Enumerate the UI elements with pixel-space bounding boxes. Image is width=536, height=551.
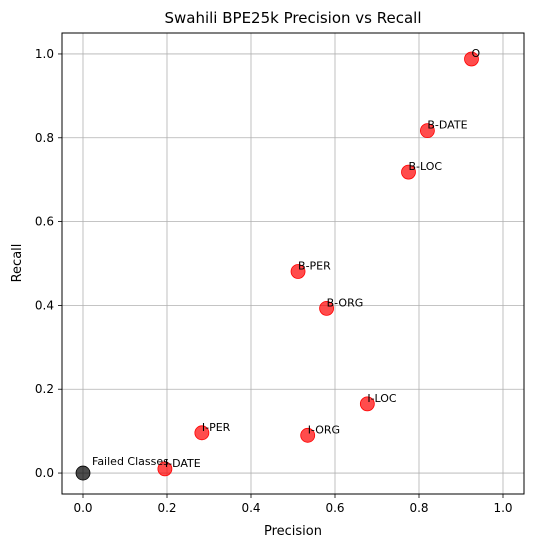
chart-title: Swahili BPE25k Precision vs Recall xyxy=(164,9,421,27)
x-tick-label: 0.4 xyxy=(241,501,260,515)
point-b-loc xyxy=(401,164,416,180)
point-i-per xyxy=(194,425,210,441)
y-tick-label: 0.2 xyxy=(35,382,54,396)
y-tick-label: 0.6 xyxy=(35,215,54,229)
x-axis-label: Precision xyxy=(264,524,322,539)
point-label-i-per: I-PER xyxy=(202,421,231,434)
x-tick-label: 0.0 xyxy=(73,501,92,515)
point-label-b-per: B-PER xyxy=(298,259,331,272)
point-i-org xyxy=(300,427,316,443)
point-labels: Failed Classes O B-DATE B-LOC B-PER B-ORG I-LO… xyxy=(92,47,481,470)
y-tick-label: 0.8 xyxy=(35,131,54,145)
data-points xyxy=(75,51,479,481)
point-label-b-date: B-DATE xyxy=(427,119,467,132)
failed-classes-label: Failed Classes xyxy=(92,455,169,468)
axis-ticks: 0.0 0.2 0.4 0.6 0.8 1.0 0.0 0.2 0.4 0.6 0.8 1.0 xyxy=(35,47,513,515)
point-i-date xyxy=(157,461,173,477)
point-o xyxy=(464,51,479,67)
x-tick-label: 1.0 xyxy=(493,501,512,515)
failed-classes-point xyxy=(75,465,91,481)
y-tick-label: 1.0 xyxy=(35,47,54,61)
point-label-b-org: B-ORG xyxy=(327,296,364,309)
x-tick-label: 0.8 xyxy=(409,501,428,515)
grid xyxy=(62,33,524,494)
point-b-date xyxy=(419,123,435,139)
y-tick-label: 0.0 xyxy=(35,466,54,480)
x-tick-label: 0.2 xyxy=(157,501,176,515)
plot-frame xyxy=(61,32,525,495)
point-label-b-loc: B-LOC xyxy=(409,160,443,173)
point-label-i-loc: I-LOC xyxy=(367,392,397,405)
y-axis-label: Recall xyxy=(10,244,25,283)
point-b-org xyxy=(319,300,335,316)
y-tick-label: 0.4 xyxy=(35,298,54,312)
point-i-loc xyxy=(359,396,375,412)
point-label-i-org: I-ORG xyxy=(308,423,340,436)
x-tick-label: 0.6 xyxy=(325,501,344,515)
point-label-i-date: I-DATE xyxy=(165,457,201,470)
point-label-o: O xyxy=(472,47,481,60)
point-b-per xyxy=(290,264,306,279)
